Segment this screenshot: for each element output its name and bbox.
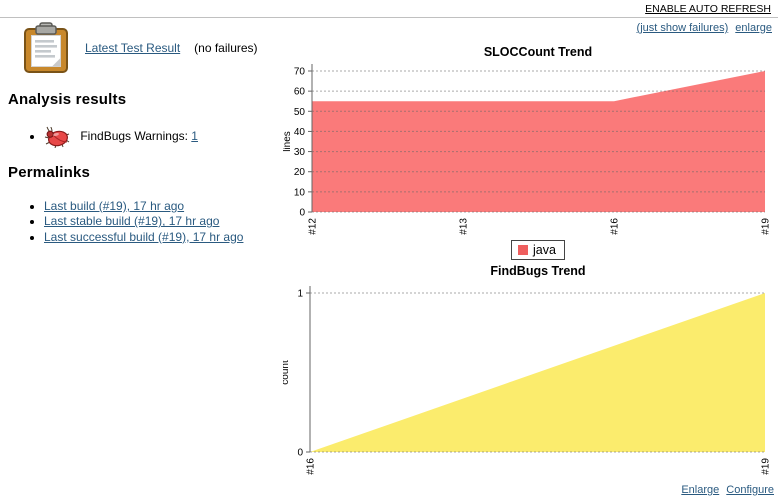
svg-text:20: 20 [294, 167, 306, 178]
permalink-item: Last successful build (#19), 17 hr ago [44, 230, 243, 245]
latest-test-result-link[interactable]: Latest Test Result [85, 41, 181, 55]
auto-refresh-container: ENABLE AUTO REFRESH [645, 3, 771, 15]
findbugs-warnings-count-link[interactable]: 1 [191, 129, 198, 143]
last-stable-build-link[interactable]: Last stable build (#19), 17 hr ago [44, 214, 220, 229]
no-failures-note: (no failures) [194, 41, 258, 55]
svg-text:#19: #19 [761, 458, 772, 475]
svg-text:#12: #12 [308, 218, 319, 235]
analysis-results-heading: Analysis results [8, 91, 127, 108]
analysis-results-list: FindBugs Warnings: 1 [0, 124, 198, 148]
svg-text:#13: #13 [459, 218, 470, 235]
sloccount-trend-chart[interactable]: 0 10 20 30 40 50 60 70 lines #12 #13 #16 #19 [283, 60, 778, 245]
svg-text:30: 30 [294, 147, 306, 158]
permalink-item: Last build (#19), 17 hr ago [44, 199, 243, 214]
permalinks-heading: Permalinks [8, 164, 91, 181]
svg-text:1: 1 [297, 289, 303, 300]
svg-text:#16: #16 [306, 458, 317, 475]
enlarge-top-link[interactable]: enlarge [735, 22, 772, 34]
chart-header-links: (just show failures) enlarge [633, 22, 772, 34]
sloccount-chart-title: SLOCCount Trend [483, 45, 593, 59]
svg-text:10: 10 [294, 187, 306, 198]
findbugs-trend-chart[interactable]: 0 1 count #16 #19 [283, 283, 778, 488]
latest-test-result-row: Latest Test Result (no failures) [85, 41, 258, 55]
just-show-failures-link[interactable]: (just show failures) [636, 22, 729, 34]
svg-text:#16: #16 [610, 218, 621, 235]
java-legend-label: java [533, 243, 556, 257]
findbugs-warnings-label: FindBugs Warnings: [80, 129, 188, 143]
svg-text:0: 0 [297, 448, 303, 459]
svg-text:40: 40 [294, 127, 306, 138]
svg-text:70: 70 [294, 67, 306, 78]
permalink-item: Last stable build (#19), 17 hr ago [44, 214, 243, 229]
chart-legend: java [299, 239, 777, 261]
last-successful-build-link[interactable]: Last successful build (#19), 17 hr ago [44, 229, 244, 244]
enable-auto-refresh-link[interactable]: ENABLE AUTO REFRESH [645, 3, 771, 15]
configure-link[interactable]: Configure [726, 484, 774, 496]
svg-text:lines: lines [283, 131, 293, 152]
svg-text:60: 60 [294, 87, 306, 98]
findbugs-warnings-item: FindBugs Warnings: 1 [44, 124, 198, 148]
svg-text:50: 50 [294, 107, 306, 118]
svg-text:0: 0 [299, 208, 305, 219]
permalinks-list: Last build (#19), 17 hr ago Last stable … [0, 199, 243, 245]
clipboard-icon [24, 22, 68, 73]
findbugs-chart-title: FindBugs Trend [490, 264, 586, 278]
legend-box: java [511, 240, 565, 260]
header-divider [0, 17, 778, 18]
svg-text:#19: #19 [761, 218, 772, 235]
enlarge-bottom-link[interactable]: Enlarge [681, 484, 720, 496]
bug-icon [44, 126, 70, 148]
java-legend-swatch [518, 245, 529, 255]
last-build-link[interactable]: Last build (#19), 17 hr ago [44, 199, 185, 213]
svg-text:count: count [283, 360, 291, 385]
chart-footer-links: Enlarge Configure [677, 484, 774, 496]
